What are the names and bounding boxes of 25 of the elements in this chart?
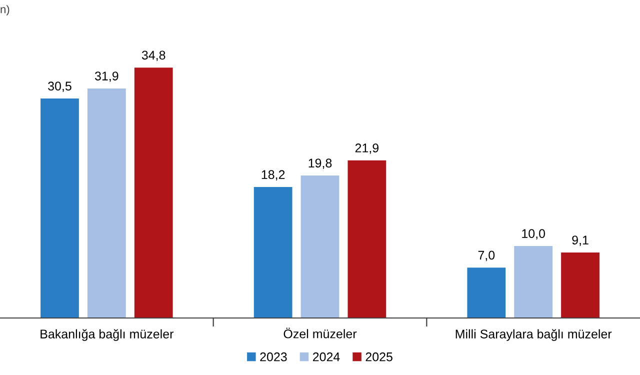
x-tick-label: Milli Saraylara bağlı müzeler [456,329,612,341]
data-label: 18,2 [262,170,285,180]
legend-label: 2023 [260,352,287,362]
x-tick-label: Özel müzeler [284,328,357,338]
data-label: 31,9 [94,72,118,82]
bar [134,68,173,318]
x-tick-label: Bakanlığa bağlı müzeler [40,329,174,341]
data-label: 34,8 [142,50,166,62]
data-label: 21,9 [355,144,379,154]
legend-label: 2024 [312,352,340,362]
text: n) [0,5,10,16]
data-label: 7,0 [478,250,495,262]
bar [87,88,126,318]
bar [514,246,553,318]
data-label: 10,0 [522,229,546,240]
data-label: 30,5 [48,82,72,92]
bar [561,252,600,318]
legend-label: 2025 [366,352,392,362]
data-label: 9,1 [572,236,588,246]
bar [348,160,386,318]
bar [467,268,506,318]
data-label: 19,8 [308,158,332,169]
bar [254,187,292,318]
bar [300,176,340,318]
bar [40,98,79,318]
